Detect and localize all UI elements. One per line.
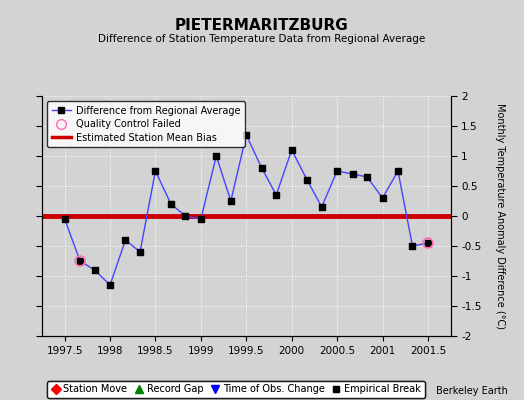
Point — [424, 240, 432, 246]
Point — [363, 174, 372, 180]
Point — [348, 171, 357, 177]
Y-axis label: Monthly Temperature Anomaly Difference (°C): Monthly Temperature Anomaly Difference (… — [495, 103, 505, 329]
Text: Difference of Station Temperature Data from Regional Average: Difference of Station Temperature Data f… — [99, 34, 425, 44]
Point — [257, 165, 266, 171]
Point — [318, 204, 326, 210]
Point — [288, 147, 296, 153]
Point — [333, 168, 341, 174]
Point — [136, 249, 144, 255]
Text: Berkeley Earth: Berkeley Earth — [436, 386, 508, 396]
Point — [378, 195, 387, 201]
Legend: Station Move, Record Gap, Time of Obs. Change, Empirical Break: Station Move, Record Gap, Time of Obs. C… — [47, 380, 425, 398]
Point — [272, 192, 280, 198]
Point — [242, 132, 250, 138]
Text: PIETERMARITZBURG: PIETERMARITZBURG — [175, 18, 349, 33]
Point — [181, 213, 190, 219]
Point — [76, 258, 84, 264]
Point — [121, 237, 129, 243]
Point — [167, 201, 175, 207]
Point — [424, 240, 432, 246]
Point — [106, 282, 114, 288]
Point — [151, 168, 160, 174]
Point — [303, 177, 311, 183]
Point — [212, 153, 221, 159]
Point — [91, 267, 99, 273]
Point — [76, 258, 84, 264]
Point — [60, 216, 69, 222]
Point — [394, 168, 402, 174]
Point — [227, 198, 235, 204]
Point — [408, 243, 417, 249]
Point — [196, 216, 205, 222]
